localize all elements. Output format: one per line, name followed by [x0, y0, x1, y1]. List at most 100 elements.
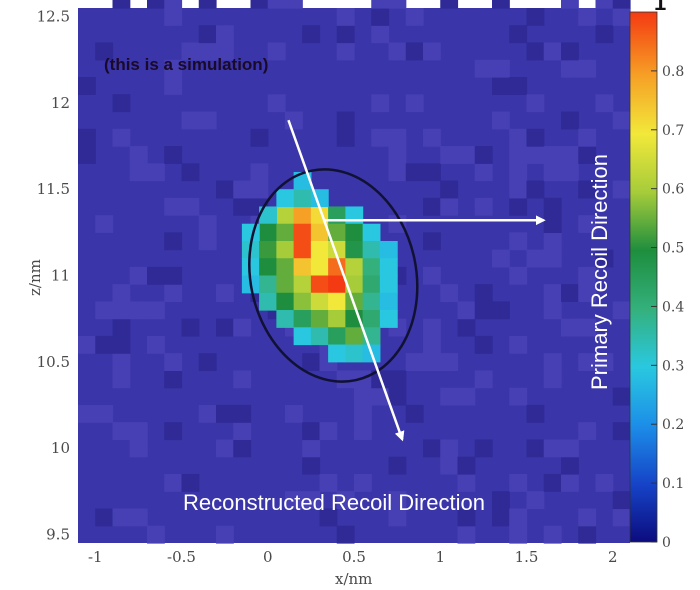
background-noise-cell	[164, 284, 183, 302]
background-noise-cell	[112, 318, 131, 337]
heatmap-cell	[276, 258, 295, 277]
background-noise-cell	[388, 491, 407, 510]
background-noise-cell	[509, 335, 528, 354]
background-noise-cell	[474, 146, 493, 164]
heatmap-cell	[259, 223, 277, 242]
heatmap-cell	[362, 275, 381, 294]
heatmap-cell	[379, 275, 398, 294]
heatmap-cell	[310, 327, 329, 346]
background-noise-cell	[474, 335, 493, 354]
heatmap-cell	[379, 240, 398, 259]
background-noise-cell	[233, 422, 252, 441]
heatmap-cell	[345, 223, 364, 242]
background-noise-cell	[198, 0, 217, 9]
background-noise-cell	[371, 0, 390, 9]
background-noise-cell	[95, 301, 114, 320]
background-noise-cell	[405, 353, 424, 372]
background-noise-cell	[509, 25, 528, 44]
background-noise-cell	[181, 473, 200, 492]
background-noise-cell	[129, 301, 148, 320]
heatmap-cell	[293, 223, 312, 242]
x-axis-ticks: -1 -0.5 0 0.5 1 1.5 2	[88, 548, 618, 566]
heatmap-cell	[276, 240, 295, 259]
background-noise-cell	[578, 180, 597, 199]
colorbar-tick-label: 0.3	[662, 358, 684, 374]
background-noise-cell	[112, 128, 131, 147]
background-noise-cell	[561, 111, 579, 130]
background-noise-cell	[233, 439, 252, 458]
background-noise-cell	[457, 456, 476, 475]
heatmap-cell	[328, 327, 346, 346]
background-noise-cell	[440, 387, 459, 406]
background-noise-cell	[578, 215, 597, 233]
background-noise-cell	[78, 404, 96, 423]
heatmap-cell	[328, 223, 346, 242]
background-noise-cell	[95, 42, 114, 61]
background-noise-cell	[561, 42, 579, 61]
background-noise-cell	[543, 163, 562, 182]
background-noise-cell	[112, 508, 131, 527]
background-noise-cell	[561, 439, 579, 458]
heatmap-cell	[362, 310, 381, 328]
background-noise-cell	[354, 404, 372, 423]
background-noise-cell	[216, 404, 234, 423]
background-noise-cell	[474, 439, 493, 458]
y-tick-label: 11.5	[37, 180, 70, 198]
background-noise-cell	[147, 163, 165, 182]
background-noise-cell	[612, 0, 631, 9]
heatmap-cell	[293, 206, 312, 225]
background-noise-cell	[354, 473, 372, 492]
background-noise-cell	[147, 335, 165, 354]
x-tick-label: 0.5	[342, 548, 366, 566]
background-noise-cell	[612, 301, 631, 320]
background-noise-cell	[405, 8, 424, 26]
background-noise-cell	[216, 525, 234, 544]
background-noise-cell	[388, 163, 407, 182]
background-noise-cell	[78, 128, 96, 147]
y-axis-label: z/nm	[26, 259, 44, 296]
colorbar-tick-label: 0	[662, 535, 671, 551]
background-noise-cell	[578, 284, 597, 302]
heatmap-cell	[293, 275, 312, 294]
background-noise-cell	[457, 473, 476, 492]
background-noise-cell	[216, 180, 234, 199]
background-noise-cell	[509, 525, 528, 544]
heatmap-cell	[276, 206, 295, 225]
heatmap-cell	[276, 292, 295, 311]
background-noise-cell	[423, 163, 441, 182]
background-noise-cell	[388, 387, 407, 406]
background-noise-cell	[440, 0, 459, 9]
background-noise-cell	[198, 404, 217, 423]
background-noise-cell	[147, 301, 165, 320]
heatmap-cell	[310, 292, 329, 311]
background-noise-cell	[267, 42, 286, 61]
background-noise-cell	[440, 146, 459, 164]
background-noise-cell	[543, 353, 562, 372]
background-noise-cell	[492, 301, 510, 320]
background-noise-cell	[129, 163, 148, 182]
background-noise-cell	[216, 284, 234, 302]
background-noise-cell	[95, 215, 114, 233]
background-noise-cell	[164, 370, 183, 389]
background-noise-cell	[405, 94, 424, 113]
background-noise-cell	[457, 387, 476, 406]
background-noise-cell	[492, 59, 510, 78]
background-noise-cell	[164, 77, 183, 95]
background-noise-cell	[509, 146, 528, 164]
background-noise-cell	[440, 284, 459, 302]
background-noise-cell	[509, 197, 528, 216]
background-noise-cell	[164, 146, 183, 164]
background-noise-cell	[509, 77, 528, 95]
background-noise-cell	[250, 163, 269, 182]
background-noise-cell	[509, 473, 528, 492]
background-noise-cell	[405, 404, 424, 423]
background-noise-cell	[164, 266, 183, 285]
background-noise-cell	[233, 318, 252, 337]
background-noise-cell	[371, 128, 390, 147]
background-noise-cell	[216, 439, 234, 458]
colorbar-tick-label: 0.8	[662, 64, 684, 80]
colorbar-tick-label: 0.4	[662, 299, 684, 315]
background-noise-cell	[112, 284, 131, 302]
background-noise-cell	[578, 8, 597, 26]
background-noise-cell	[561, 163, 579, 182]
